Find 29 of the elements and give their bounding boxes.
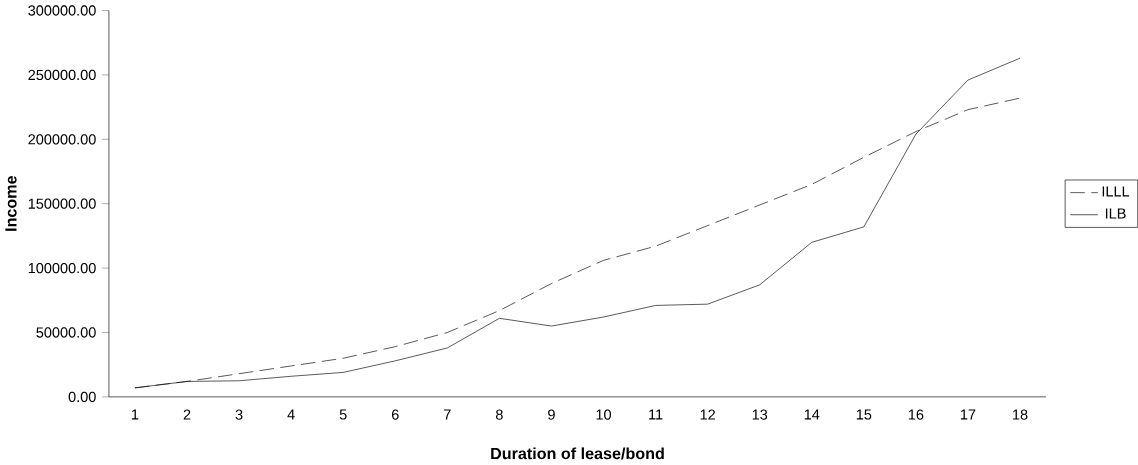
- x-tick-label: 12: [700, 409, 715, 420]
- y-tick-label: 300000.00: [28, 5, 96, 16]
- x-tick-label: 7: [444, 409, 451, 420]
- x-tick-label: 17: [961, 409, 976, 420]
- x-tick-label: 6: [391, 409, 399, 420]
- x-tick-label: 18: [1013, 409, 1028, 420]
- y-axis-title: Income: [5, 176, 17, 231]
- y-tick-label: 250000.00: [28, 69, 96, 81]
- x-tick-label: 13: [752, 409, 768, 420]
- x-tick-label: 1: [132, 409, 139, 420]
- x-tick-label: 10: [596, 409, 612, 420]
- y-tick-label: 100000.00: [28, 263, 96, 274]
- x-tick-label: 9: [548, 409, 555, 420]
- legend-label: ILLL: [1102, 186, 1130, 197]
- y-tick-label: 50000.00: [36, 327, 96, 338]
- x-tick-label: 2: [183, 409, 191, 420]
- x-tick-label: 8: [495, 409, 503, 420]
- x-tick-label: 11: [649, 409, 663, 420]
- y-tick-label: 0.00: [68, 391, 96, 403]
- x-tick-label: 15: [856, 409, 872, 420]
- x-axis-title: Duration of lease/bond: [491, 447, 664, 460]
- x-tick-label: 14: [804, 409, 820, 420]
- y-tick-label: 150000.00: [28, 198, 96, 209]
- legend-label: ILB: [1105, 208, 1126, 219]
- x-tick-label: 3: [235, 409, 243, 420]
- x-tick-label: 4: [287, 409, 295, 420]
- y-tick-label: 200000.00: [28, 134, 96, 145]
- x-tick-label: 5: [339, 409, 347, 420]
- x-tick-label: 16: [908, 409, 924, 420]
